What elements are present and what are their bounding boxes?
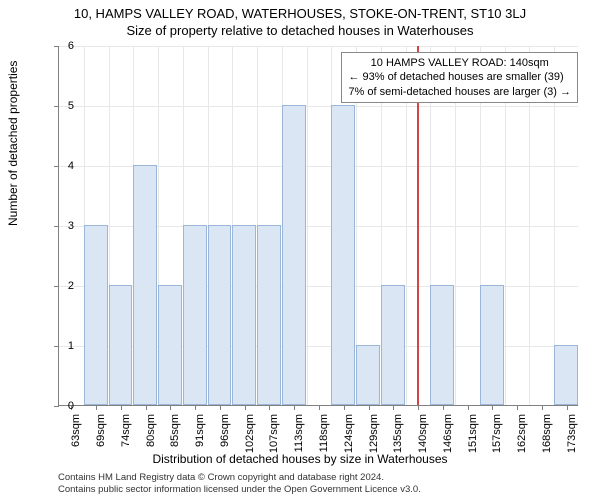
ytick-label: 2: [54, 280, 74, 292]
xtick-mark: [146, 405, 147, 410]
xtick-mark: [393, 405, 394, 410]
bar: [84, 225, 108, 405]
bar: [381, 285, 405, 405]
ytick-label: 1: [54, 340, 74, 352]
bar: [109, 285, 133, 405]
xtick-mark: [269, 405, 270, 410]
bar: [282, 105, 306, 405]
bar: [257, 225, 281, 405]
bar: [554, 345, 578, 405]
x-axis-label: Distribution of detached houses by size …: [0, 452, 600, 466]
bar: [208, 225, 232, 405]
xtick-mark: [195, 405, 196, 410]
xtick-mark: [517, 405, 518, 410]
bar: [331, 105, 355, 405]
xtick-mark: [319, 405, 320, 410]
footer-attribution: Contains HM Land Registry data © Crown c…: [58, 472, 421, 496]
ytick-label: 0: [54, 400, 74, 412]
xtick-mark: [96, 405, 97, 410]
annotation-line: 10 HAMPS VALLEY ROAD: 140sqm: [348, 56, 571, 70]
xtick-mark: [492, 405, 493, 410]
xtick-mark: [121, 405, 122, 410]
chart-title-line1: 10, HAMPS VALLEY ROAD, WATERHOUSES, STOK…: [0, 0, 600, 21]
gridline-h: [59, 46, 578, 47]
gridline-h: [59, 106, 578, 107]
xtick-mark: [170, 405, 171, 410]
bar: [356, 345, 380, 405]
xtick-mark: [567, 405, 568, 410]
annotation-line: ← 93% of detached houses are smaller (39…: [348, 70, 571, 84]
xtick-mark: [542, 405, 543, 410]
chart-title-line2: Size of property relative to detached ho…: [0, 21, 600, 38]
bar: [232, 225, 256, 405]
footer-line2: Contains public sector information licen…: [58, 484, 421, 496]
xtick-mark: [443, 405, 444, 410]
bar: [480, 285, 504, 405]
xtick-mark: [344, 405, 345, 410]
xtick-mark: [294, 405, 295, 410]
gridline-v: [307, 46, 308, 405]
bar: [158, 285, 182, 405]
y-axis-label: Number of detached properties: [6, 61, 20, 226]
ytick-label: 5: [54, 100, 74, 112]
bar: [430, 285, 454, 405]
xtick-mark: [220, 405, 221, 410]
xtick-mark: [369, 405, 370, 410]
annotation-box: 10 HAMPS VALLEY ROAD: 140sqm← 93% of det…: [341, 52, 578, 103]
xtick-mark: [418, 405, 419, 410]
bar: [133, 165, 157, 405]
xtick-mark: [468, 405, 469, 410]
ytick-label: 3: [54, 220, 74, 232]
xtick-mark: [245, 405, 246, 410]
annotation-line: 7% of semi-detached houses are larger (3…: [348, 85, 571, 99]
bar: [183, 225, 207, 405]
ytick-label: 4: [54, 160, 74, 172]
footer-line1: Contains HM Land Registry data © Crown c…: [58, 472, 421, 484]
ytick-label: 6: [54, 40, 74, 52]
chart-area: 10 HAMPS VALLEY ROAD: 140sqm← 93% of det…: [58, 46, 578, 406]
